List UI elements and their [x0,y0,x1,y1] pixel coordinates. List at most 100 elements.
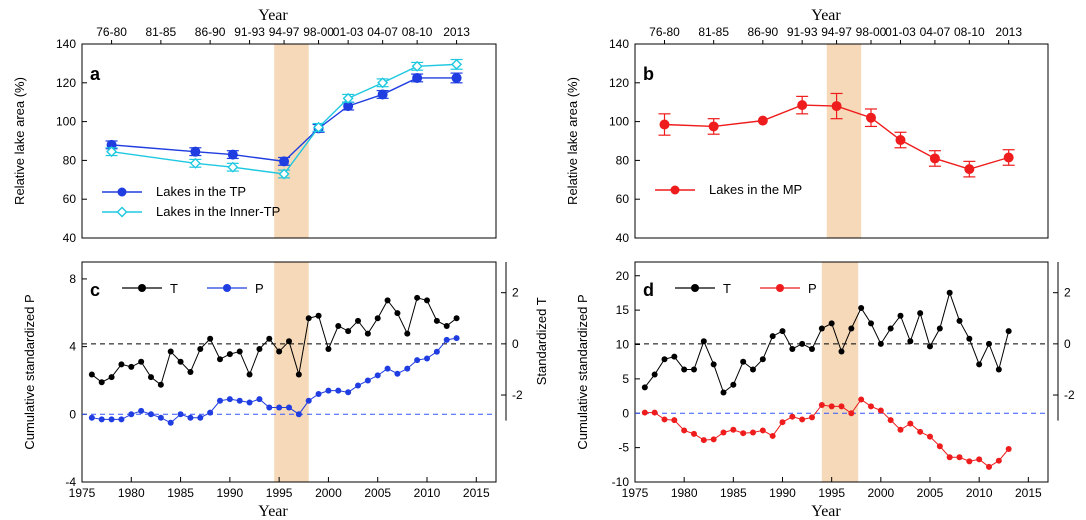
data-point-d-T [848,325,855,332]
y-axis-label-c: Cumulative standardized P [22,294,37,449]
data-point-a [377,77,389,89]
x-tick-label-d: 1980 [671,486,698,500]
data-point-c-T [335,322,342,329]
data-point-c-T [325,345,332,352]
data-point-d-T [720,389,727,396]
data-point-d-T [966,335,973,342]
data-point-d-T [907,338,914,345]
period-label-a: 98-00 [303,25,334,39]
data-point-d-P [1005,446,1012,452]
data-point-c-T [197,345,204,352]
top-axis-title-right: Year [811,7,841,24]
y-axis-label-b: Relative lake area (%) [565,77,580,205]
x-tick-label-c: 1975 [69,486,96,500]
x-tick-label-c: 2005 [364,486,391,500]
x-tick-label-d: 1975 [622,486,649,500]
data-point-d-T [700,338,707,345]
period-label-a: 86-90 [195,25,226,39]
data-point-c-T [443,322,450,329]
data-point-c-P [443,336,450,343]
period-label-a: 2013 [443,25,470,39]
data-point-d-P [769,432,776,439]
data-point-c-P [374,372,381,379]
data-point-d-T [917,310,924,317]
data-point-c-P [404,365,411,372]
data-point-c-P [414,357,421,364]
y-tick-label-c: 0 [69,407,76,421]
legend-marker-a [116,206,128,218]
data-point-d-T [995,366,1002,373]
data-point-d-P [661,416,668,423]
y-tick-label-a: 100 [56,115,76,129]
data-point-d-P [936,443,943,450]
data-point-b [797,100,808,111]
data-point-d-P [740,430,747,437]
data-point-d-T [1005,328,1012,335]
y2-tick-label-d: 2 [1064,286,1071,300]
data-point-c-T [148,374,154,381]
data-point-d-T [956,317,963,324]
data-point-d-T [779,328,786,335]
data-point-c-P [148,411,154,418]
data-point-a [227,149,238,160]
y-tick-label-b: 140 [609,37,629,51]
data-point-c-P [157,414,164,421]
data-point-a [279,156,290,167]
data-point-d-P [966,458,973,465]
period-label-b: 91-93 [787,25,818,39]
data-point-c-P [266,404,273,411]
y-tick-label-b: 60 [616,192,630,206]
data-point-d-T [671,353,678,360]
x-tick-label-c: 1985 [167,486,194,500]
y-tick-label-c: 4 [69,340,76,354]
x-tick-label-c: 1995 [266,486,293,500]
y2-tick-label-c: 2 [512,286,519,300]
data-point-c-T [453,315,460,322]
data-point-c-P [335,387,342,394]
data-point-c-P [315,391,322,397]
panel-d-frame [634,261,1049,483]
data-point-d-P [917,428,924,435]
data-point-c-P [355,382,361,389]
y-tick-label-a: 40 [63,231,77,245]
data-point-d-P [848,410,855,417]
x-tick-label-d: 1995 [818,486,845,500]
y-tick-label-b: 40 [616,231,630,245]
panel-a-frame [81,43,497,239]
data-point-d-T [651,371,658,378]
x-tick-label-c: 2015 [463,486,490,500]
data-point-c-T [315,312,322,319]
data-point-c-P [295,411,302,418]
period-label-b: 98-00 [856,25,887,39]
data-point-c-T [424,297,430,304]
data-point-d-P [799,416,806,423]
legend-marker-d [691,284,699,292]
data-point-d-P [759,427,766,434]
data-layer [82,58,1048,470]
period-label-a: 04-07 [367,25,398,39]
data-point-d-P [710,436,717,443]
period-label-a: 91-93 [234,25,265,39]
legend-label-c: T [170,281,178,296]
data-point-c-P [207,409,214,416]
data-point-c-P [325,387,332,394]
data-point-a [451,72,462,83]
data-point-c-P [108,416,115,423]
x-tick-label-d: 1990 [769,486,796,500]
data-point-c-P [88,414,95,421]
data-point-b [831,101,842,112]
data-point-c-P [384,365,391,372]
data-point-d-P [720,429,727,436]
data-point-c-P [394,370,401,377]
data-point-d-P [946,454,953,461]
data-point-d-T [691,366,697,373]
data-point-c-T [345,328,352,335]
legend-label-d: T [723,281,731,296]
data-point-d-P [976,456,983,463]
data-point-a [342,92,354,104]
data-point-b [659,119,670,130]
data-point-d-T [828,320,835,327]
data-point-c-P [98,416,105,423]
data-point-d-T [809,345,815,352]
data-point-c-T [157,381,164,388]
